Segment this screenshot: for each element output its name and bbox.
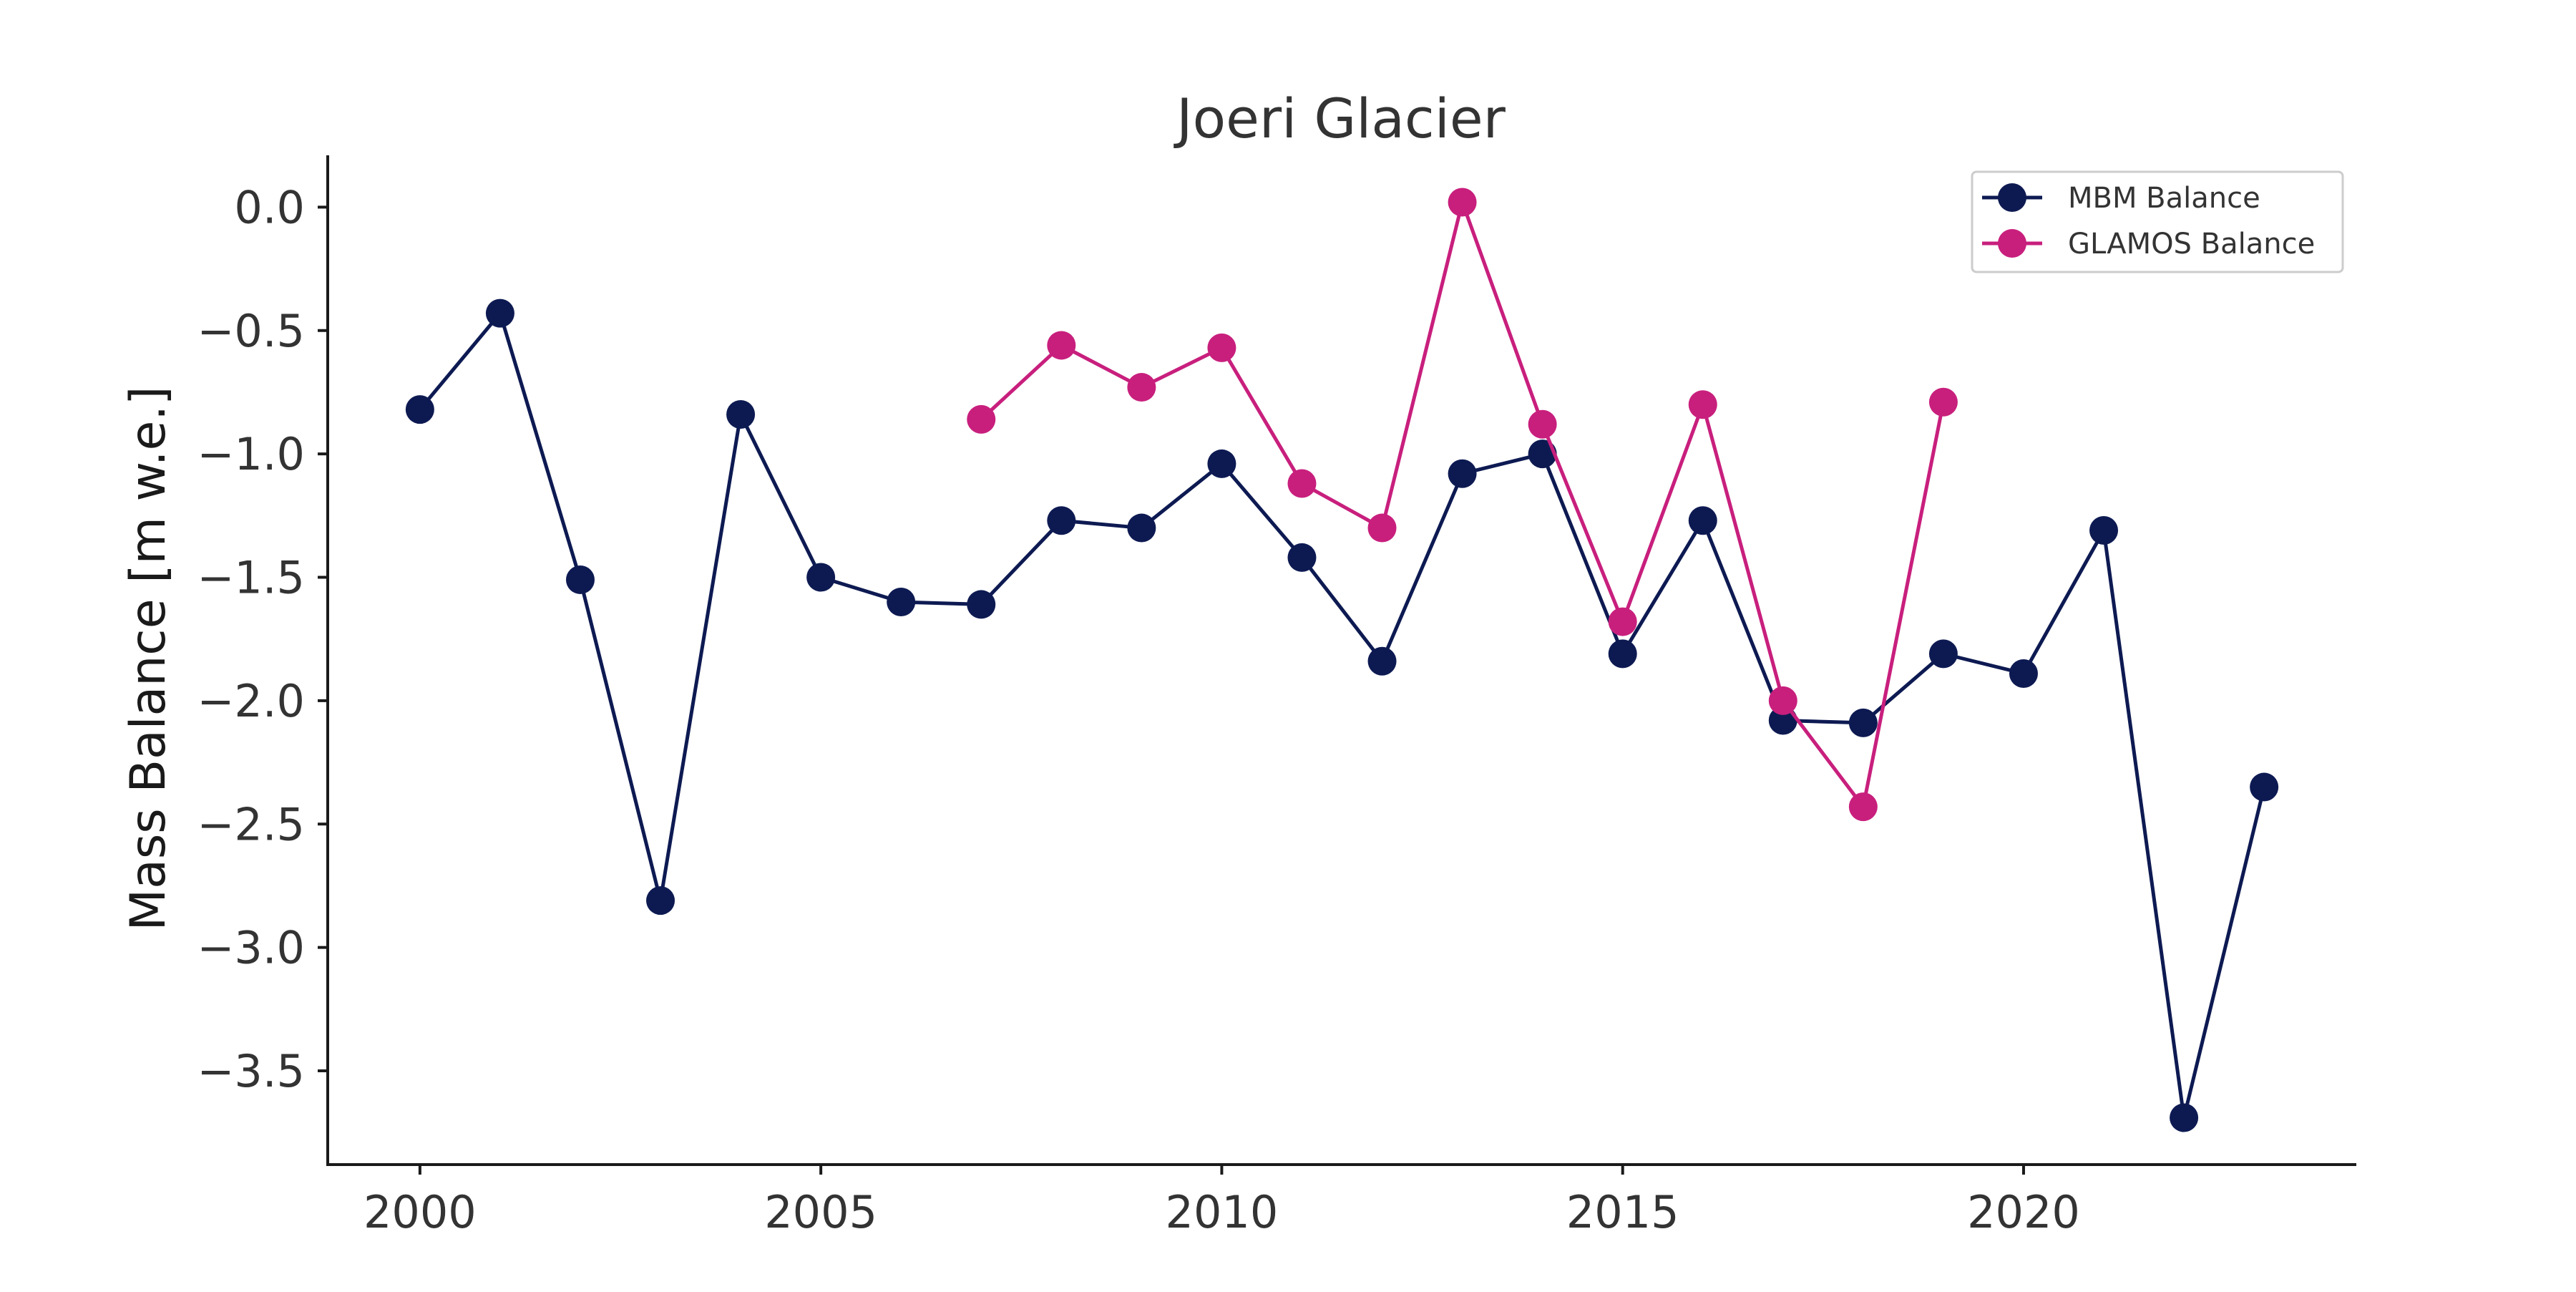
x-tick-label: 2015 [1566,1186,1679,1238]
data-point-glamos [1207,333,1236,362]
legend: MBM Balance GLAMOS Balance [1971,170,2344,273]
data-point-glamos [967,404,996,434]
data-point-glamos [1047,331,1076,360]
x-tick-label: 2020 [1967,1186,2080,1238]
data-point-mbm [1448,459,1477,488]
data-point-mbm [2170,1103,2199,1132]
chart-title: Joeri Glacier [1174,87,1506,150]
data-point-glamos [1608,607,1637,636]
x-tick-label: 2005 [764,1186,877,1238]
y-tick-label: −2.5 [197,798,305,850]
legend-marker-glamos [1998,229,2026,258]
data-point-mbm [1207,449,1236,478]
data-point-glamos [1528,409,1557,439]
data-point-mbm [1047,506,1076,535]
data-point-mbm [565,565,595,594]
data-point-mbm [646,886,675,915]
data-point-mbm [405,395,434,424]
y-tick-label: −3.0 [197,922,305,974]
series-glamos [967,188,1958,822]
legend-item-glamos: GLAMOS Balance [1982,228,2315,261]
data-point-glamos [1448,188,1477,217]
data-point-glamos [1688,390,1717,419]
data-point-glamos [1848,792,1878,822]
data-point-mbm [1688,506,1717,535]
y-tick-label: −1.0 [197,428,305,480]
data-point-glamos [1367,513,1397,543]
legend-label-glamos: GLAMOS Balance [2068,228,2315,261]
x-tick-label: 2000 [364,1186,477,1238]
legend-label-mbm: MBM Balance [2068,182,2260,215]
data-point-glamos [1928,387,1958,417]
legend-frame [1971,170,2344,273]
data-point-mbm [1928,639,1958,669]
data-point-mbm [1127,513,1156,543]
data-point-glamos [1127,373,1156,402]
data-point-glamos [1287,469,1317,498]
data-point-mbm [2009,659,2038,688]
data-point-mbm [726,399,756,429]
data-point-mbm [1608,639,1637,669]
legend-marker-mbm [1998,183,2026,212]
data-point-mbm [1287,543,1317,572]
data-point-mbm [2089,516,2119,545]
data-point-mbm [1367,646,1397,676]
x-tick-label: 2010 [1166,1186,1279,1238]
y-axis-ticks: 0.0 −0.5 −1.0 −1.5 −2.0 −2.5 −3.0 −3.5 [197,181,328,1097]
legend-item-mbm: MBM Balance [1982,182,2260,215]
data-point-mbm [1528,439,1557,469]
data-point-glamos [1768,686,1797,715]
y-axis-label: Mass Balance [m w.e.] [120,387,177,931]
data-point-mbm [2250,772,2279,802]
data-point-mbm [887,587,916,616]
y-tick-label: −1.5 [197,552,305,604]
data-point-mbm [806,563,836,592]
series-line-mbm [418,311,2266,1119]
data-point-mbm [967,590,996,619]
data-point-mbm [485,298,514,328]
x-axis-ticks: 2000 2005 2010 2015 2020 [364,1165,2080,1238]
y-tick-label: −2.0 [197,675,305,727]
y-tick-label: −3.5 [197,1045,305,1097]
y-tick-label: 0.0 [234,181,305,233]
series-layer [405,188,2279,1132]
data-point-mbm [1768,706,1797,735]
series-mbm [405,298,2279,1132]
series-line-glamos [980,200,1946,809]
data-point-mbm [1848,708,1878,737]
y-tick-label: −0.5 [197,305,305,357]
